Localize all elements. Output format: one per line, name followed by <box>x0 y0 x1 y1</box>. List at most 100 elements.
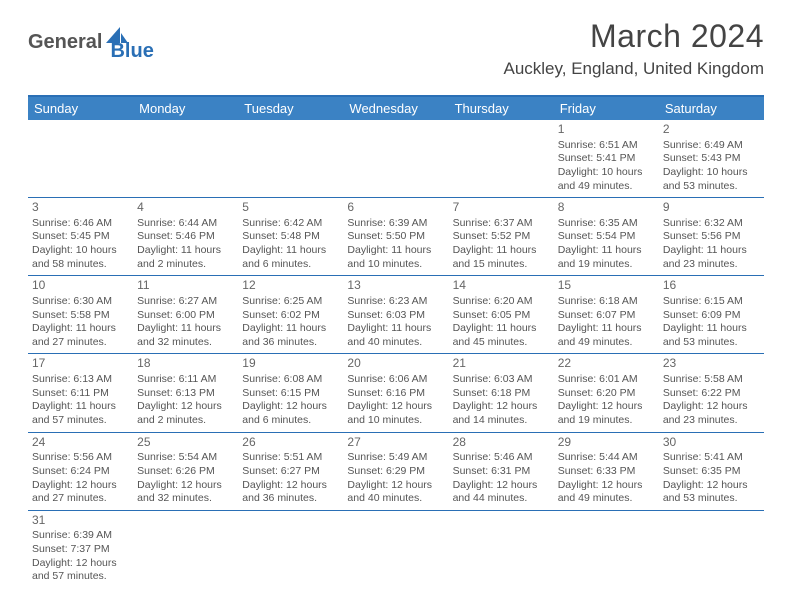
day-number: 23 <box>663 356 760 372</box>
sunset-line: Sunset: 6:15 PM <box>242 387 339 401</box>
day-number: 8 <box>558 200 655 216</box>
daylight-line: Daylight: 12 hours and 10 minutes. <box>347 400 444 427</box>
calendar-day: 12Sunrise: 6:25 AMSunset: 6:02 PMDayligh… <box>238 276 343 353</box>
daylight-line: Daylight: 12 hours and 53 minutes. <box>663 479 760 506</box>
sunset-line: Sunset: 6:00 PM <box>137 309 234 323</box>
sunrise-line: Sunrise: 6:18 AM <box>558 295 655 309</box>
calendar-day-empty <box>28 120 133 197</box>
calendar-day: 25Sunrise: 5:54 AMSunset: 6:26 PMDayligh… <box>133 433 238 510</box>
calendar-day: 9Sunrise: 6:32 AMSunset: 5:56 PMDaylight… <box>659 198 764 275</box>
sunset-line: Sunset: 6:11 PM <box>32 387 129 401</box>
calendar-day: 11Sunrise: 6:27 AMSunset: 6:00 PMDayligh… <box>133 276 238 353</box>
day-number: 31 <box>32 513 129 529</box>
day-number: 3 <box>32 200 129 216</box>
sunrise-line: Sunrise: 6:44 AM <box>137 217 234 231</box>
sunset-line: Sunset: 6:20 PM <box>558 387 655 401</box>
calendar-day: 21Sunrise: 6:03 AMSunset: 6:18 PMDayligh… <box>449 354 554 431</box>
weekday-header: Thursday <box>449 97 554 120</box>
day-number: 1 <box>558 122 655 138</box>
calendar-day-empty <box>343 511 448 588</box>
daylight-line: Daylight: 12 hours and 40 minutes. <box>347 479 444 506</box>
daylight-line: Daylight: 11 hours and 6 minutes. <box>242 244 339 271</box>
sunset-line: Sunset: 5:43 PM <box>663 152 760 166</box>
day-number: 17 <box>32 356 129 372</box>
calendar-week: 17Sunrise: 6:13 AMSunset: 6:11 PMDayligh… <box>28 354 764 432</box>
daylight-line: Daylight: 12 hours and 32 minutes. <box>137 479 234 506</box>
calendar-day: 29Sunrise: 5:44 AMSunset: 6:33 PMDayligh… <box>554 433 659 510</box>
calendar-day: 26Sunrise: 5:51 AMSunset: 6:27 PMDayligh… <box>238 433 343 510</box>
calendar-day: 24Sunrise: 5:56 AMSunset: 6:24 PMDayligh… <box>28 433 133 510</box>
sunset-line: Sunset: 5:50 PM <box>347 230 444 244</box>
day-number: 13 <box>347 278 444 294</box>
calendar-day-empty <box>343 120 448 197</box>
calendar-day-empty <box>449 120 554 197</box>
calendar-day: 28Sunrise: 5:46 AMSunset: 6:31 PMDayligh… <box>449 433 554 510</box>
calendar-day: 19Sunrise: 6:08 AMSunset: 6:15 PMDayligh… <box>238 354 343 431</box>
calendar-day: 2Sunrise: 6:49 AMSunset: 5:43 PMDaylight… <box>659 120 764 197</box>
daylight-line: Daylight: 11 hours and 53 minutes. <box>663 322 760 349</box>
sunset-line: Sunset: 5:56 PM <box>663 230 760 244</box>
daylight-line: Daylight: 11 hours and 23 minutes. <box>663 244 760 271</box>
day-number: 7 <box>453 200 550 216</box>
calendar-week: 3Sunrise: 6:46 AMSunset: 5:45 PMDaylight… <box>28 198 764 276</box>
calendar-body: 1Sunrise: 6:51 AMSunset: 5:41 PMDaylight… <box>28 120 764 588</box>
calendar-week: 31Sunrise: 6:39 AMSunset: 7:37 PMDayligh… <box>28 511 764 588</box>
sunrise-line: Sunrise: 6:01 AM <box>558 373 655 387</box>
day-number: 2 <box>663 122 760 138</box>
weekday-header: Wednesday <box>343 97 448 120</box>
sunrise-line: Sunrise: 6:51 AM <box>558 139 655 153</box>
daylight-line: Daylight: 11 hours and 19 minutes. <box>558 244 655 271</box>
sunrise-line: Sunrise: 5:41 AM <box>663 451 760 465</box>
daylight-line: Daylight: 12 hours and 44 minutes. <box>453 479 550 506</box>
sunrise-line: Sunrise: 5:58 AM <box>663 373 760 387</box>
day-number: 9 <box>663 200 760 216</box>
weekday-header: Friday <box>554 97 659 120</box>
sunrise-line: Sunrise: 6:49 AM <box>663 139 760 153</box>
daylight-line: Daylight: 10 hours and 49 minutes. <box>558 166 655 193</box>
calendar-day-empty <box>238 120 343 197</box>
sunrise-line: Sunrise: 6:13 AM <box>32 373 129 387</box>
daylight-line: Daylight: 11 hours and 49 minutes. <box>558 322 655 349</box>
day-number: 28 <box>453 435 550 451</box>
calendar-day: 6Sunrise: 6:39 AMSunset: 5:50 PMDaylight… <box>343 198 448 275</box>
location: Auckley, England, United Kingdom <box>503 59 764 79</box>
daylight-line: Daylight: 11 hours and 15 minutes. <box>453 244 550 271</box>
sunrise-line: Sunrise: 6:15 AM <box>663 295 760 309</box>
calendar-day: 27Sunrise: 5:49 AMSunset: 6:29 PMDayligh… <box>343 433 448 510</box>
sunset-line: Sunset: 6:33 PM <box>558 465 655 479</box>
calendar-day: 18Sunrise: 6:11 AMSunset: 6:13 PMDayligh… <box>133 354 238 431</box>
sunrise-line: Sunrise: 5:44 AM <box>558 451 655 465</box>
calendar-day: 14Sunrise: 6:20 AMSunset: 6:05 PMDayligh… <box>449 276 554 353</box>
daylight-line: Daylight: 11 hours and 10 minutes. <box>347 244 444 271</box>
daylight-line: Daylight: 12 hours and 2 minutes. <box>137 400 234 427</box>
daylight-line: Daylight: 11 hours and 32 minutes. <box>137 322 234 349</box>
day-number: 6 <box>347 200 444 216</box>
calendar-week: 1Sunrise: 6:51 AMSunset: 5:41 PMDaylight… <box>28 120 764 198</box>
day-number: 11 <box>137 278 234 294</box>
calendar-week: 24Sunrise: 5:56 AMSunset: 6:24 PMDayligh… <box>28 433 764 511</box>
day-number: 27 <box>347 435 444 451</box>
day-number: 21 <box>453 356 550 372</box>
calendar-day: 22Sunrise: 6:01 AMSunset: 6:20 PMDayligh… <box>554 354 659 431</box>
sunrise-line: Sunrise: 6:08 AM <box>242 373 339 387</box>
sunset-line: Sunset: 5:48 PM <box>242 230 339 244</box>
daylight-line: Daylight: 11 hours and 57 minutes. <box>32 400 129 427</box>
day-number: 26 <box>242 435 339 451</box>
calendar-day: 13Sunrise: 6:23 AMSunset: 6:03 PMDayligh… <box>343 276 448 353</box>
sunset-line: Sunset: 6:27 PM <box>242 465 339 479</box>
day-number: 10 <box>32 278 129 294</box>
calendar-day-empty <box>133 511 238 588</box>
weekday-header-row: SundayMondayTuesdayWednesdayThursdayFrid… <box>28 97 764 120</box>
calendar-day-empty <box>659 511 764 588</box>
day-number: 19 <box>242 356 339 372</box>
calendar-day: 16Sunrise: 6:15 AMSunset: 6:09 PMDayligh… <box>659 276 764 353</box>
calendar-day-empty <box>449 511 554 588</box>
sunset-line: Sunset: 6:05 PM <box>453 309 550 323</box>
sunset-line: Sunset: 5:45 PM <box>32 230 129 244</box>
sunrise-line: Sunrise: 6:35 AM <box>558 217 655 231</box>
day-number: 30 <box>663 435 760 451</box>
weekday-header: Saturday <box>659 97 764 120</box>
sunrise-line: Sunrise: 5:56 AM <box>32 451 129 465</box>
daylight-line: Daylight: 11 hours and 2 minutes. <box>137 244 234 271</box>
day-number: 25 <box>137 435 234 451</box>
